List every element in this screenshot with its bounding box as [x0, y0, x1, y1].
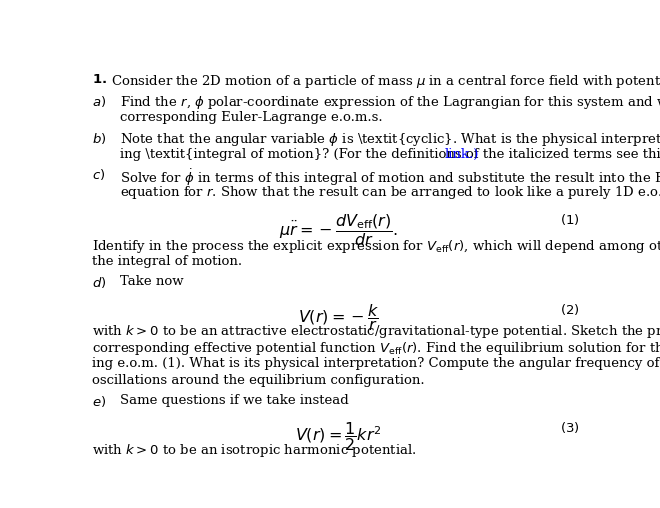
Text: $b)$: $b)$	[92, 131, 106, 146]
Text: Take now: Take now	[120, 275, 183, 288]
Text: $(1)$: $(1)$	[560, 212, 579, 228]
Text: link.): link.)	[445, 148, 479, 161]
Text: Consider the 2D motion of a particle of mass $\mu$ in a central force field with: Consider the 2D motion of a particle of …	[111, 74, 660, 90]
Text: $\mu\ddot{r} = -\dfrac{dV_{\mathrm{eff}}(r)}{dr}.$: $\mu\ddot{r} = -\dfrac{dV_{\mathrm{eff}}…	[279, 212, 398, 248]
Text: $\mathbf{1.}$: $\mathbf{1.}$	[92, 74, 107, 86]
Text: corresponding effective potential function $V_{\mathrm{eff}}(r)$. Find the equil: corresponding effective potential functi…	[92, 340, 660, 357]
Text: Same questions if we take instead: Same questions if we take instead	[120, 394, 348, 407]
Text: $(2)$: $(2)$	[560, 302, 579, 316]
Text: $(3)$: $(3)$	[560, 421, 579, 435]
Text: with $k>0$ to be an attractive electrostatic/gravitational-type potential. Sketc: with $k>0$ to be an attractive electrost…	[92, 323, 660, 340]
Text: ing \textit{integral of motion}? (For the definitions of the italicized terms se: ing \textit{integral of motion}? (For th…	[120, 148, 660, 161]
Text: $d)$: $d)$	[92, 275, 106, 290]
Text: $c)$: $c)$	[92, 167, 105, 182]
Text: Find the $r$, $\phi$ polar-coordinate expression of the Lagrangian for this syst: Find the $r$, $\phi$ polar-coordinate ex…	[120, 94, 660, 111]
Text: Note that the angular variable $\phi$ is \textit{cyclic}. What is the physical i: Note that the angular variable $\phi$ is…	[120, 131, 660, 148]
Text: $V(r) = -\dfrac{k}{r}$: $V(r) = -\dfrac{k}{r}$	[298, 302, 379, 333]
Text: Identify in the process the explicit expression for $V_{\mathrm{eff}}(r)$, which: Identify in the process the explicit exp…	[92, 238, 660, 255]
Text: $V(r) = \dfrac{1}{2}kr^2$: $V(r) = \dfrac{1}{2}kr^2$	[295, 421, 381, 454]
Text: equation for $r$. Show that the result can be arranged to look like a purely 1D : equation for $r$. Show that the result c…	[120, 184, 660, 201]
Text: $a)$: $a)$	[92, 94, 106, 109]
Text: oscillations around the equilibrium configuration.: oscillations around the equilibrium conf…	[92, 374, 424, 387]
Text: with $k>0$ to be an isotropic harmonic potential.: with $k>0$ to be an isotropic harmonic p…	[92, 442, 416, 459]
Text: ing e.o.m. (1). What is its physical interpretation? Compute the angular frequen: ing e.o.m. (1). What is its physical int…	[92, 357, 660, 370]
Text: Solve for $\dot{\phi}$ in terms of this integral of motion and substitute the re: Solve for $\dot{\phi}$ in terms of this …	[120, 167, 660, 188]
Text: corresponding Euler-Lagrange e.o.m.s.: corresponding Euler-Lagrange e.o.m.s.	[120, 111, 382, 124]
Text: the integral of motion.: the integral of motion.	[92, 255, 242, 268]
Text: $e)$: $e)$	[92, 394, 106, 409]
